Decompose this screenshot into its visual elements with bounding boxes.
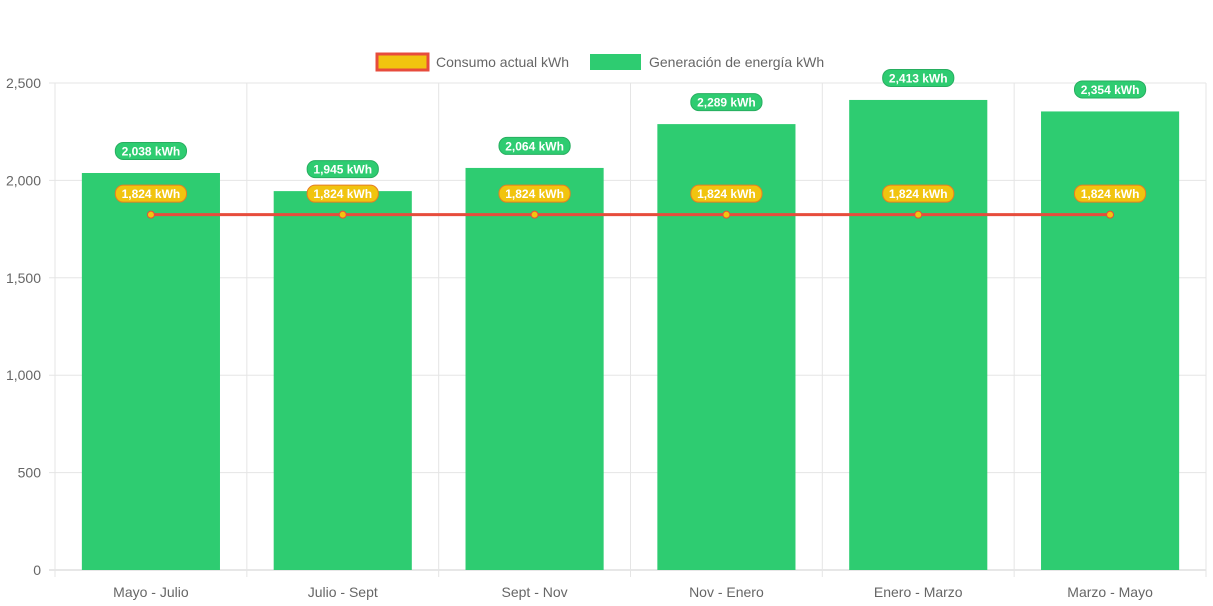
data-label-text: 2,064 kWh xyxy=(505,139,564,153)
bar[interactable] xyxy=(465,167,604,570)
bar-data-label: 2,413 kWh xyxy=(882,68,955,87)
data-label-text: 1,824 kWh xyxy=(889,187,948,201)
y-tick-label: 1,500 xyxy=(6,270,41,286)
data-label-badge xyxy=(690,93,763,112)
line-series xyxy=(146,210,1115,219)
line-point[interactable] xyxy=(146,210,155,219)
line-point[interactable] xyxy=(1106,210,1115,219)
line-data-label: 1,824 kWh xyxy=(882,184,955,203)
data-label-badge xyxy=(306,160,379,179)
x-tick-label: Marzo - Mayo xyxy=(1067,584,1153,600)
data-labels: 2,038 kWh 1,945 kWh 2,064 kWh 2,289 kWh 2,41… xyxy=(114,68,1147,203)
line-point[interactable] xyxy=(338,210,347,219)
data-label-badge xyxy=(306,184,379,203)
data-label-text: 1,824 kWh xyxy=(313,187,372,201)
data-label-text: 1,824 kWh xyxy=(122,187,181,201)
line-data-label: 1,824 kWh xyxy=(114,184,188,203)
line-data-label: 1,824 kWh xyxy=(306,184,379,203)
y-tick-label: 2,000 xyxy=(6,172,41,188)
data-label-text: 1,824 kWh xyxy=(1081,187,1140,201)
data-label-text: 2,413 kWh xyxy=(889,71,948,85)
legend[interactable]: Consumo actual kWh Generación de energía … xyxy=(375,52,824,72)
data-label-badge xyxy=(114,184,188,203)
x-tick-label: Mayo - Julio xyxy=(113,584,189,600)
line-data-label: 1,824 kWh xyxy=(1073,184,1147,203)
legend-item-generation[interactable]: Generación de energía kWh xyxy=(590,54,824,70)
bar[interactable] xyxy=(273,191,412,570)
x-tick-label: Nov - Enero xyxy=(689,584,764,600)
bar[interactable] xyxy=(849,99,988,570)
data-label-badge xyxy=(1073,184,1147,203)
y-tick-label: 0 xyxy=(33,562,41,578)
data-label-text: 2,038 kWh xyxy=(122,144,181,158)
grid xyxy=(49,82,1207,577)
x-tick-label: Julio - Sept xyxy=(308,584,378,600)
line-point[interactable] xyxy=(530,210,539,219)
y-tick-label: 1,000 xyxy=(6,367,41,383)
line-data-label: 1,824 kWh xyxy=(690,184,763,203)
axes: 0 500 1,000 1,500 2,000 2,500 Mayo - Julio Juli… xyxy=(6,75,1153,600)
data-label-badge xyxy=(1073,80,1147,99)
data-label-text: 1,824 kWh xyxy=(697,187,756,201)
bar-data-label: 2,354 kWh xyxy=(1073,80,1147,99)
legend-label: Consumo actual kWh xyxy=(436,54,569,70)
bar-data-label: 1,945 kWh xyxy=(306,160,379,179)
y-tick-label: 2,500 xyxy=(6,75,41,91)
legend-swatch xyxy=(590,54,641,70)
bar-data-label: 2,038 kWh xyxy=(114,141,188,160)
data-label-badge xyxy=(882,184,955,203)
x-tick-label: Sept - Nov xyxy=(502,584,568,600)
bar-data-label: 2,064 kWh xyxy=(498,136,571,155)
line-point[interactable] xyxy=(722,210,731,219)
data-label-badge xyxy=(882,68,955,87)
data-label-badge xyxy=(498,136,571,155)
data-label-badge xyxy=(114,141,188,160)
data-label-text: 1,945 kWh xyxy=(313,163,372,177)
legend-label: Generación de energía kWh xyxy=(649,54,824,70)
legend-swatch xyxy=(375,52,430,72)
y-tick-label: 500 xyxy=(18,465,42,481)
bar-data-label: 2,289 kWh xyxy=(690,93,763,112)
data-label-badge xyxy=(498,184,571,203)
line-data-label: 1,824 kWh xyxy=(498,184,571,203)
data-label-text: 1,824 kWh xyxy=(505,187,564,201)
bar[interactable] xyxy=(1041,111,1180,571)
data-label-text: 2,289 kWh xyxy=(697,96,756,110)
bar[interactable] xyxy=(81,172,220,570)
x-tick-label: Enero - Marzo xyxy=(874,584,963,600)
data-label-badge xyxy=(690,184,763,203)
legend-item-consumption[interactable]: Consumo actual kWh xyxy=(375,52,569,72)
bar-series xyxy=(81,99,1180,571)
line-point[interactable] xyxy=(914,210,923,219)
data-label-text: 2,354 kWh xyxy=(1081,83,1140,97)
